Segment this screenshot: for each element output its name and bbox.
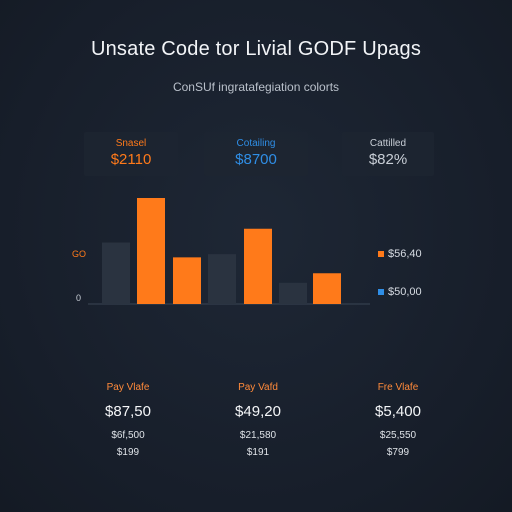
card-label: Fre Vlafe: [377, 382, 419, 393]
page-subtitle: ConSUf ingratafegiation colorts: [172, 80, 340, 94]
kpi-label: Cotailing: [236, 138, 276, 149]
card-amount: $49,20: [235, 403, 281, 420]
legend-item-1: $56,40: [378, 248, 422, 260]
kpi-label: Cattilled: [369, 138, 407, 149]
chart-bar: [173, 257, 201, 304]
y-tick-label: GO: [72, 249, 86, 259]
kpi-card-3[interactable]: Cattilled $82%: [342, 132, 434, 176]
chart-bar: [313, 273, 341, 304]
kpi-value: $2110: [110, 151, 152, 168]
card-sub-value: $799: [386, 447, 410, 458]
y-tick-label: 0: [76, 293, 81, 303]
legend-label: $50,00: [388, 286, 422, 298]
card-amount: $5,400: [375, 403, 421, 420]
kpi-value: $8700: [235, 151, 277, 168]
legend-item-2: $50,00: [378, 286, 422, 298]
chart-bar: [102, 242, 130, 304]
legend-label: $56,40: [388, 248, 422, 260]
chart-bar: [137, 198, 165, 304]
summary-card-2[interactable]: Pay Vafd $49,20 $21,580 $191: [198, 370, 318, 470]
card-sub-value: $191: [246, 447, 270, 458]
card-sub-value: $25,550: [379, 430, 417, 441]
chart-bar: [279, 282, 307, 304]
kpi-card-2[interactable]: Cotailing $8700: [204, 132, 308, 176]
card-sub-value: $6f,500: [111, 430, 145, 441]
chart-bar: [244, 228, 272, 304]
legend-swatch: [378, 251, 384, 258]
kpi-label: Snasel: [115, 138, 147, 149]
legend-swatch: [378, 289, 384, 296]
chart-bar: [208, 254, 236, 304]
card-label: Pay Vafd: [238, 382, 278, 393]
kpi-card-1[interactable]: Snasel $2110: [84, 132, 178, 176]
bar-series: [102, 198, 341, 304]
summary-card-3[interactable]: Fre Vlafe $5,400 $25,550 $799: [338, 370, 458, 470]
card-sub-value: $21,580: [239, 430, 277, 441]
card-label: Pay Vlafe: [106, 382, 150, 393]
card-sub-value: $199: [116, 447, 140, 458]
kpi-value: $82%: [368, 151, 408, 168]
summary-card-1[interactable]: Pay Vlafe $87,50 $6f,500 $199: [68, 370, 188, 470]
page-title: Unsate Code tor Livial GODF Upags: [90, 38, 422, 60]
card-amount: $87,50: [105, 403, 151, 420]
